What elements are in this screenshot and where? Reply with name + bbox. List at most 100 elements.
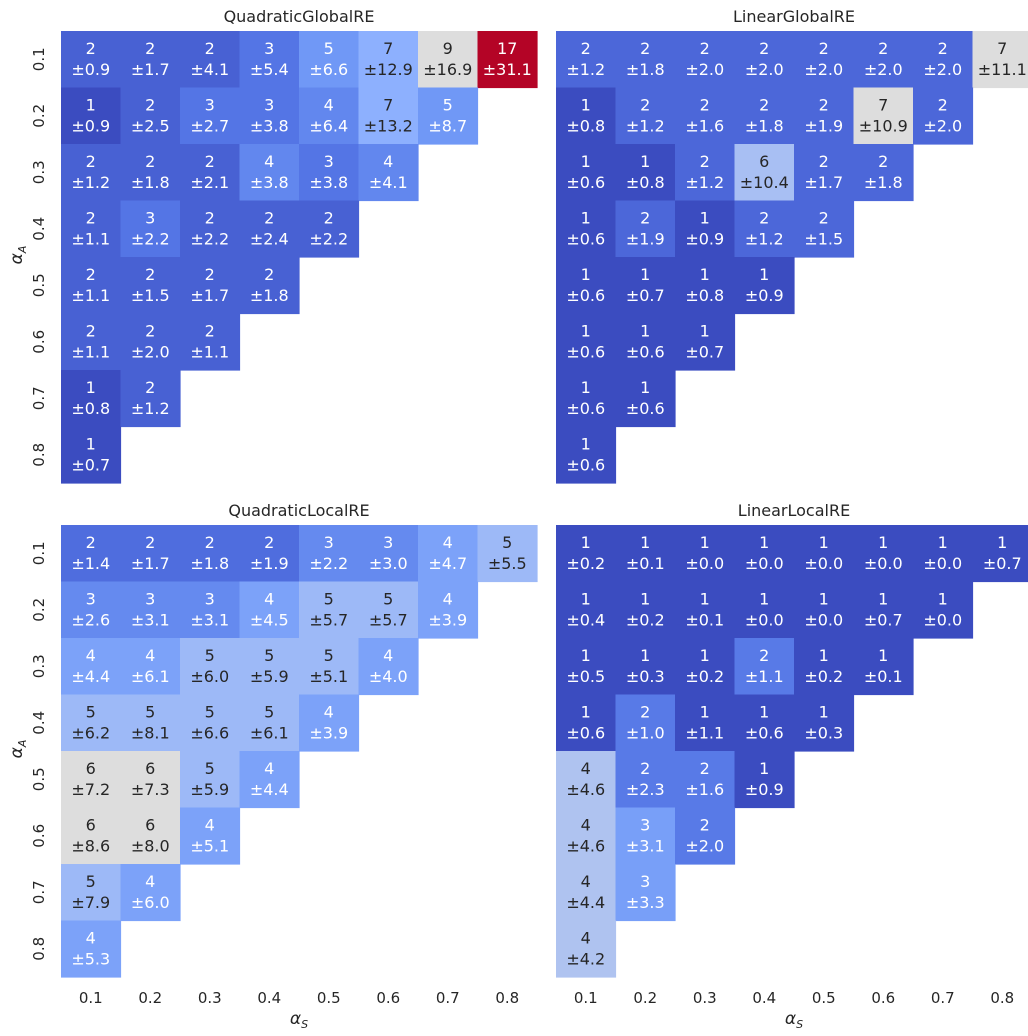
cell-error: ±1.2	[626, 117, 665, 136]
cell-error: ±1.9	[626, 230, 665, 249]
cell-value: 1	[700, 265, 710, 284]
cell-value: 6	[145, 816, 155, 835]
cell-value: 2	[86, 322, 96, 341]
cell-error: ±0.6	[566, 343, 605, 362]
cell-error: ±3.1	[190, 611, 229, 630]
cell-error: ±2.0	[685, 60, 724, 79]
cell-value: 2	[205, 39, 215, 58]
y-tick-label: 0.7	[30, 386, 48, 410]
cell-value: 1	[581, 590, 591, 609]
cell-value: 3	[264, 96, 274, 115]
cell-error: ±8.6	[71, 837, 110, 856]
y-tick-label: 0.5	[30, 273, 48, 297]
cell-value: 1	[759, 590, 769, 609]
cell-error: ±7.9	[71, 893, 110, 912]
panel-title: LinearLocalRE	[738, 501, 850, 520]
cell-error: ±0.3	[804, 724, 843, 743]
cell-error: ±1.1	[71, 286, 110, 305]
cell-value: 17	[497, 39, 517, 58]
cell-value: 3	[324, 152, 334, 171]
cell-error: ±0.6	[626, 343, 665, 362]
cell-value: 2	[145, 39, 155, 58]
cell-value: 1	[819, 590, 829, 609]
cell-error: ±0.0	[923, 554, 962, 573]
cell-error: ±0.7	[983, 554, 1022, 573]
cell-error: ±0.7	[685, 343, 724, 362]
cell-value: 2	[145, 322, 155, 341]
cell-error: ±2.7	[190, 117, 229, 136]
cell-error: ±1.7	[131, 554, 170, 573]
cell-value: 3	[205, 96, 215, 115]
cell-error: ±0.6	[745, 724, 784, 743]
cell-value: 1	[759, 265, 769, 284]
cell-value: 4	[443, 590, 453, 609]
cell-value: 2	[145, 265, 155, 284]
x-tick-label: 0.6	[376, 989, 400, 1007]
cell-value: 1	[700, 646, 710, 665]
cell-error: ±0.8	[685, 286, 724, 305]
cell-error: ±2.6	[71, 611, 110, 630]
cell-value: 2	[819, 39, 829, 58]
cell-error: ±4.4	[71, 667, 110, 686]
cell-error: ±1.9	[250, 554, 289, 573]
cell-error: ±1.0	[626, 724, 665, 743]
cell-error: ±0.0	[745, 554, 784, 573]
cell-error: ±0.6	[566, 230, 605, 249]
cell-error: ±6.6	[190, 724, 229, 743]
x-tick-label: 0.2	[138, 989, 162, 1007]
cell-error: ±3.8	[309, 173, 348, 192]
cell-error: ±0.6	[566, 724, 605, 743]
cell-value: 1	[86, 378, 96, 397]
cell-error: ±1.7	[804, 173, 843, 192]
cell-value: 1	[581, 322, 591, 341]
cell-error: ±4.4	[566, 893, 605, 912]
cell-value: 2	[938, 39, 948, 58]
cell-value: 4	[383, 646, 393, 665]
cell-error: ±4.7	[428, 554, 467, 573]
x-tick-label: 0.3	[693, 989, 717, 1007]
cell-value: 1	[819, 533, 829, 552]
cell-value: 5	[264, 646, 274, 665]
cell-error: ±1.9	[804, 117, 843, 136]
cell-error: ±0.8	[626, 173, 665, 192]
cell-value: 2	[145, 378, 155, 397]
cell-error: ±1.7	[190, 286, 229, 305]
cell-value: 2	[264, 533, 274, 552]
cell-error: ±3.8	[250, 173, 289, 192]
x-tick-label: 0.4	[257, 989, 281, 1007]
cell-value: 5	[86, 703, 96, 722]
cell-value: 4	[264, 759, 274, 778]
cell-error: ±4.1	[190, 60, 229, 79]
cell-value: 2	[878, 39, 888, 58]
cell-error: ±1.1	[71, 230, 110, 249]
cell-value: 5	[324, 590, 334, 609]
cell-value: 4	[145, 872, 155, 891]
cell-value: 1	[640, 378, 650, 397]
x-axis-label: αS	[290, 1009, 308, 1031]
y-tick-label: 0.6	[30, 330, 48, 354]
cell-error: ±1.6	[685, 117, 724, 136]
cell-value: 2	[264, 265, 274, 284]
cell-error: ±2.0	[131, 343, 170, 362]
cell-error: ±0.7	[71, 456, 110, 475]
cell-error: ±6.0	[131, 893, 170, 912]
cell-error: ±0.6	[566, 399, 605, 418]
cell-error: ±1.2	[71, 173, 110, 192]
cell-error: ±0.0	[685, 554, 724, 573]
cell-value: 1	[700, 533, 710, 552]
cell-error: ±2.0	[685, 837, 724, 856]
cell-error: ±2.1	[190, 173, 229, 192]
cell-value: 2	[145, 533, 155, 552]
cell-error: ±0.7	[626, 286, 665, 305]
cell-error: ±2.5	[131, 117, 170, 136]
cell-error: ±3.0	[369, 554, 408, 573]
cell-error: ±0.3	[626, 667, 665, 686]
cell-value: 1	[581, 646, 591, 665]
cell-error: ±1.5	[131, 286, 170, 305]
cell-error: ±8.1	[131, 724, 170, 743]
cell-value: 2	[86, 39, 96, 58]
cell-error: ±3.9	[309, 724, 348, 743]
panel-title: QuadraticGlobalRE	[224, 7, 375, 26]
cell-value: 1	[581, 152, 591, 171]
cell-value: 2	[324, 209, 334, 228]
